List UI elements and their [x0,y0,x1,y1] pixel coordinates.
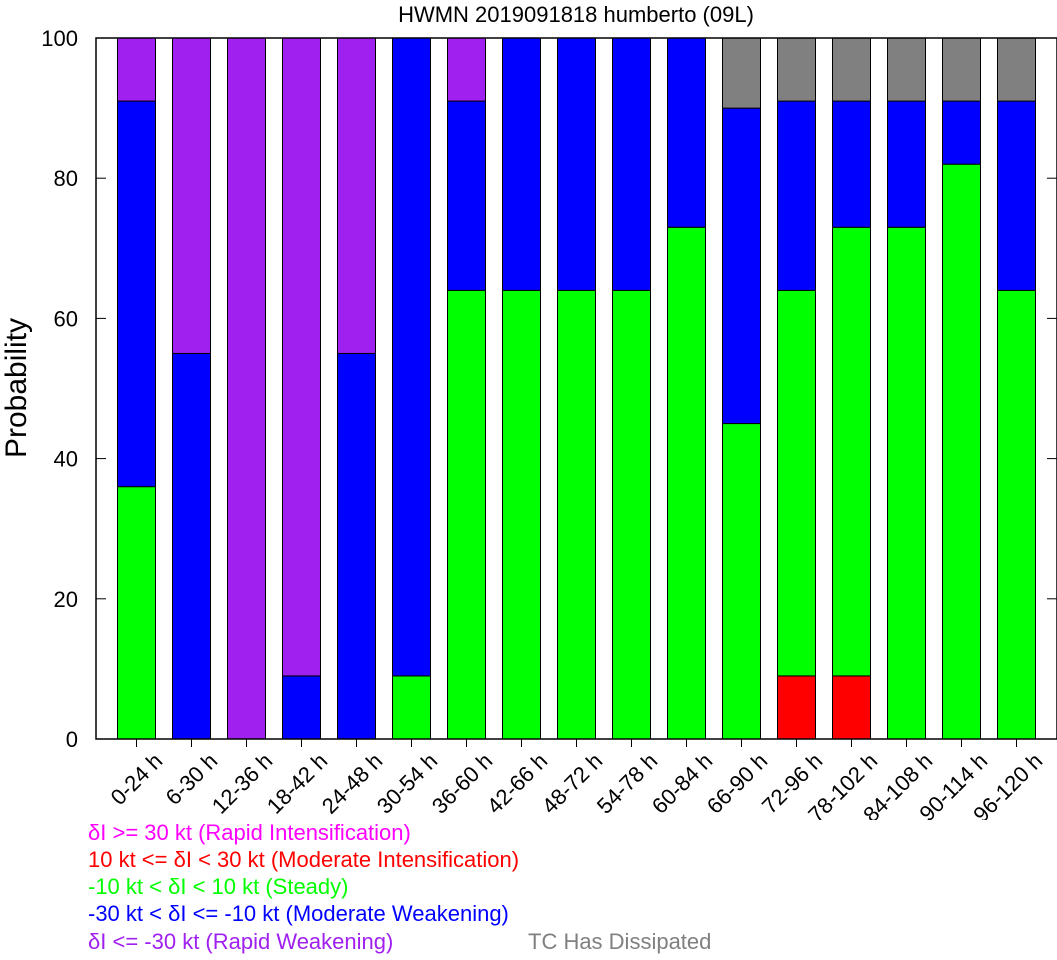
legend-steady: -10 kt < δI < 10 kt (Steady) [88,874,349,899]
bar-segment-10-2 [667,226,706,740]
bar-segment-6-4 [447,37,486,102]
bar-segment-0-3 [117,100,156,488]
x-tick-label-5: 30-54 h [372,748,442,818]
bar-segment-5-3 [392,37,431,677]
bar-segment-1-4 [172,37,211,354]
chart-title: HWMN 2019091818 humberto (09L) [398,2,754,27]
x-tick-label-0: 0-24 h [106,748,168,810]
bar-segment-2-4 [227,37,266,740]
bar-segment-13-3 [832,100,871,228]
bar-segment-9-2 [612,289,651,740]
bar-segment-16-3 [997,100,1036,291]
legend-rapid-weakening: δI <= -30 kt (Rapid Weakening) [88,929,394,954]
y-axis-label: Probability [0,318,33,458]
x-tick-label-10: 60-84 h [647,748,717,818]
legend-moderate-intensification: 10 kt <= δI < 30 kt (Moderate Intensific… [88,847,520,872]
bar-segment-11-5 [722,37,761,109]
bar-segment-8-3 [557,37,596,291]
bar-segment-3-4 [282,37,321,677]
bar-segment-8-2 [557,289,596,740]
y-tick-label-80: 80 [54,166,78,191]
bar-segment-3-3 [282,675,321,740]
bar-segment-6-2 [447,289,486,740]
legend-rapid-intensification: δI >= 30 kt (Rapid Intensification) [88,820,411,845]
x-tick-label-6: 36-60 h [427,748,497,818]
x-tick-label-7: 42-66 h [482,748,552,818]
y-tick-label-20: 20 [54,587,78,612]
bar-segment-4-3 [337,352,376,740]
bar-segment-10-3 [667,37,706,228]
y-tick-label-40: 40 [54,447,78,472]
bar-segment-11-3 [722,107,761,425]
plot-frame [95,37,1057,740]
x-tick-label-3: 18-42 h [262,748,332,818]
x-tick-label-2: 12-36 h [207,748,277,818]
y-axis-ticks: 0 20 40 60 80 100 [41,26,1057,752]
y-tick-label-0: 0 [66,727,78,752]
x-axis-ticks: 0-24 h6-30 h12-36 h18-42 h24-48 h30-54 h… [106,739,1047,820]
x-tick-label-8: 48-72 h [537,748,607,818]
bar-segment-1-3 [172,352,211,740]
bar-segment-15-3 [942,100,981,165]
bar-segment-14-3 [887,100,926,228]
bar-segment-7-2 [502,289,541,740]
bar-segment-11-2 [722,423,761,740]
stacked-bar-chart: HWMN 2019091818 humberto (09L) Probabili… [0,2,1057,820]
y-tick-label-60: 60 [54,306,78,331]
bar-segment-9-3 [612,37,651,291]
bar-segment-13-1 [832,675,871,740]
bar-segment-14-5 [887,37,926,102]
legend-moderate-weakening: -30 kt < δI <= -10 kt (Moderate Weakenin… [88,901,509,926]
bar-segment-12-2 [777,289,816,677]
bar-segment-12-1 [777,675,816,740]
legend-dissipated: TC Has Dissipated [528,929,712,954]
bar-segment-5-2 [392,675,431,740]
bar-segment-4-4 [337,37,376,354]
bar-segment-12-5 [777,37,816,102]
y-tick-label-100: 100 [41,26,78,51]
bars-group [117,37,1036,740]
bar-segment-15-5 [942,37,981,102]
x-tick-label-4: 24-48 h [317,748,387,818]
bar-segment-0-4 [117,37,156,102]
bar-segment-13-2 [832,226,871,677]
bar-segment-6-3 [447,100,486,291]
bar-segment-15-2 [942,163,981,740]
bar-segment-12-3 [777,100,816,291]
bar-segment-14-2 [887,226,926,740]
bar-segment-16-2 [997,289,1036,740]
x-tick-label-9: 54-78 h [592,748,662,818]
bar-segment-0-2 [117,486,156,740]
x-tick-label-11: 66-90 h [702,748,772,818]
bar-segment-7-3 [502,37,541,291]
bar-segment-16-5 [997,37,1036,102]
bar-segment-13-5 [832,37,871,102]
